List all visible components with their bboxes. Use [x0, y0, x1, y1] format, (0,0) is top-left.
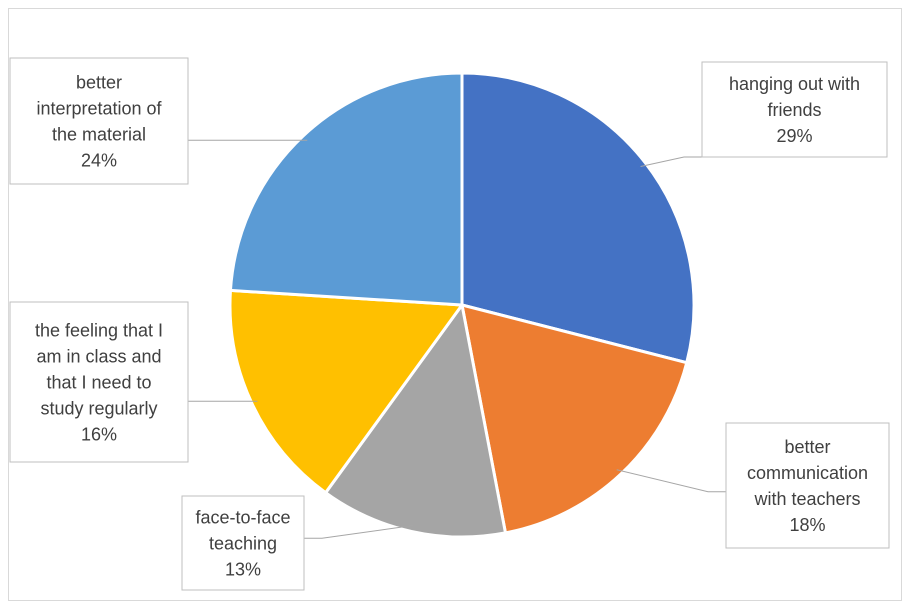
slice-value-label: 24%: [81, 151, 117, 171]
pie-slice: [228, 288, 464, 495]
slice-value-label: 16%: [81, 425, 117, 445]
pie-slice: [460, 71, 696, 365]
pie-slice: [228, 71, 464, 307]
leader-line: [616, 469, 726, 493]
leader-lines: [188, 139, 726, 539]
data-label-box: [725, 422, 890, 549]
slice-category-label: friends: [767, 100, 821, 120]
slice-category-label: face-to-face: [195, 508, 290, 528]
pie-slices: [228, 71, 696, 539]
data-label: better interpretation of the material 24%: [9, 57, 189, 185]
slice-category-label: communication: [747, 463, 868, 483]
pie-slice: [324, 303, 507, 539]
slice-category-label: the material: [52, 125, 146, 145]
data-label-box: [9, 301, 189, 463]
slice-value-label: 18%: [789, 515, 825, 535]
data-label: hanging out with friends 29%: [701, 61, 888, 158]
slice-category-label: hanging out with: [729, 74, 860, 94]
data-label: face-to-face teaching 13%: [181, 495, 305, 591]
slice-value-label: 29%: [776, 126, 812, 146]
data-labels: hanging out with friends 29% better communic…: [9, 57, 890, 591]
leader-line: [640, 156, 702, 167]
slice-category-label: that I need to: [46, 373, 151, 393]
slice-value-label: 13%: [225, 560, 261, 580]
slice-category-label: study regularly: [40, 399, 157, 419]
data-label-box: [701, 61, 888, 158]
pie-slice: [460, 303, 689, 535]
slice-category-label: am in class and: [36, 347, 161, 367]
slice-category-label: better: [76, 73, 122, 93]
data-label: better communication with teachers 18%: [725, 422, 890, 549]
data-label-box: [181, 495, 305, 591]
data-label: the feeling that I am in class and that I …: [9, 301, 189, 463]
slice-category-label: with teachers: [753, 489, 860, 509]
slice-category-label: teaching: [209, 534, 277, 554]
slice-category-label: interpretation of: [36, 99, 162, 119]
data-label-box: [9, 57, 189, 185]
slice-category-label: the feeling that I: [35, 321, 163, 341]
slice-category-label: better: [784, 437, 830, 457]
leader-line: [304, 525, 413, 539]
